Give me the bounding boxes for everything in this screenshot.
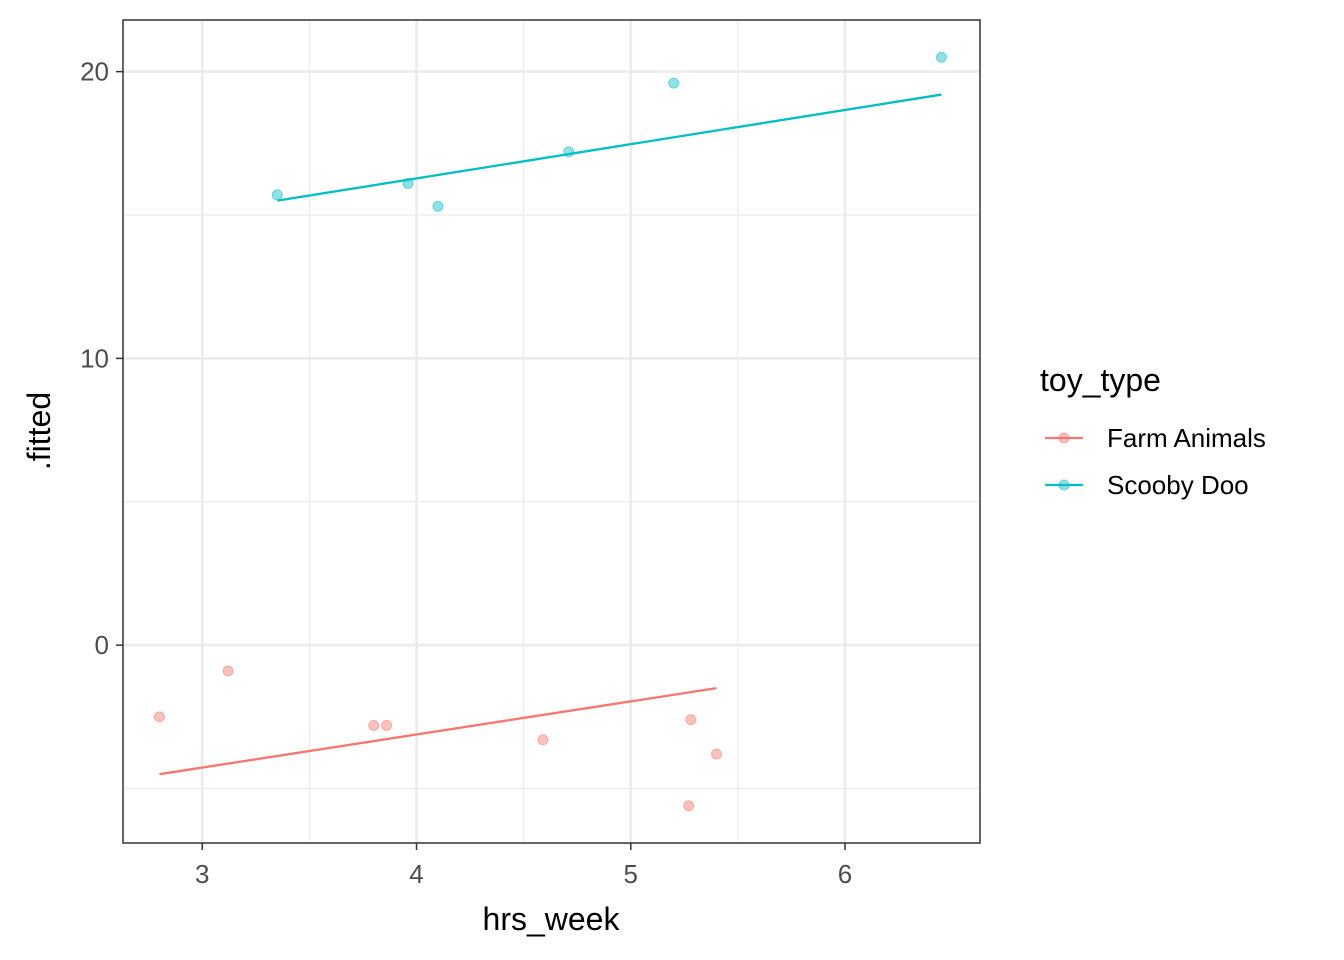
data-point	[222, 665, 234, 677]
x-tick-label: 4	[409, 859, 423, 889]
legend: toy_type Farm Animals Scooby Doo	[1040, 362, 1266, 500]
data-point	[368, 719, 380, 731]
data-point	[537, 734, 549, 746]
data-point	[153, 711, 165, 723]
data-point	[935, 51, 947, 63]
x-tick-label: 6	[838, 859, 852, 889]
fitted-line	[277, 93, 942, 202]
legend-label: Farm Animals	[1107, 423, 1266, 453]
plot-background	[123, 20, 980, 843]
y-tick-label: 10	[80, 343, 109, 373]
y-axis-title: .fitted	[21, 392, 57, 470]
data-point	[683, 800, 695, 812]
legend-item: Scooby Doo	[1045, 470, 1249, 500]
plot-border	[122, 19, 981, 844]
data-point	[381, 719, 393, 731]
data-point	[432, 200, 444, 212]
minor-gridlines	[123, 20, 980, 843]
legend-key-point	[1058, 432, 1070, 444]
legend-key-point	[1058, 479, 1070, 491]
data-point	[271, 189, 283, 201]
legend-title: toy_type	[1040, 362, 1161, 398]
x-tick-label: 3	[195, 859, 209, 889]
legend-items: Farm Animals Scooby Doo	[1045, 423, 1266, 500]
data-point	[710, 748, 722, 760]
major-gridlines	[123, 20, 980, 843]
x-axis: 3 4 5 6	[195, 843, 852, 889]
series-group	[271, 51, 947, 212]
x-axis-title: hrs_week	[483, 901, 621, 937]
legend-label: Scooby Doo	[1107, 470, 1249, 500]
data-point	[668, 77, 680, 89]
legend-item: Farm Animals	[1045, 423, 1266, 453]
series-group	[153, 665, 722, 812]
y-tick-label: 0	[95, 630, 109, 660]
y-axis: 0 10 20	[80, 57, 123, 660]
y-tick-label: 20	[80, 57, 109, 87]
fitted-line	[159, 687, 717, 776]
data-point	[685, 714, 697, 726]
series-layer	[153, 51, 947, 812]
x-tick-label: 5	[624, 859, 638, 889]
